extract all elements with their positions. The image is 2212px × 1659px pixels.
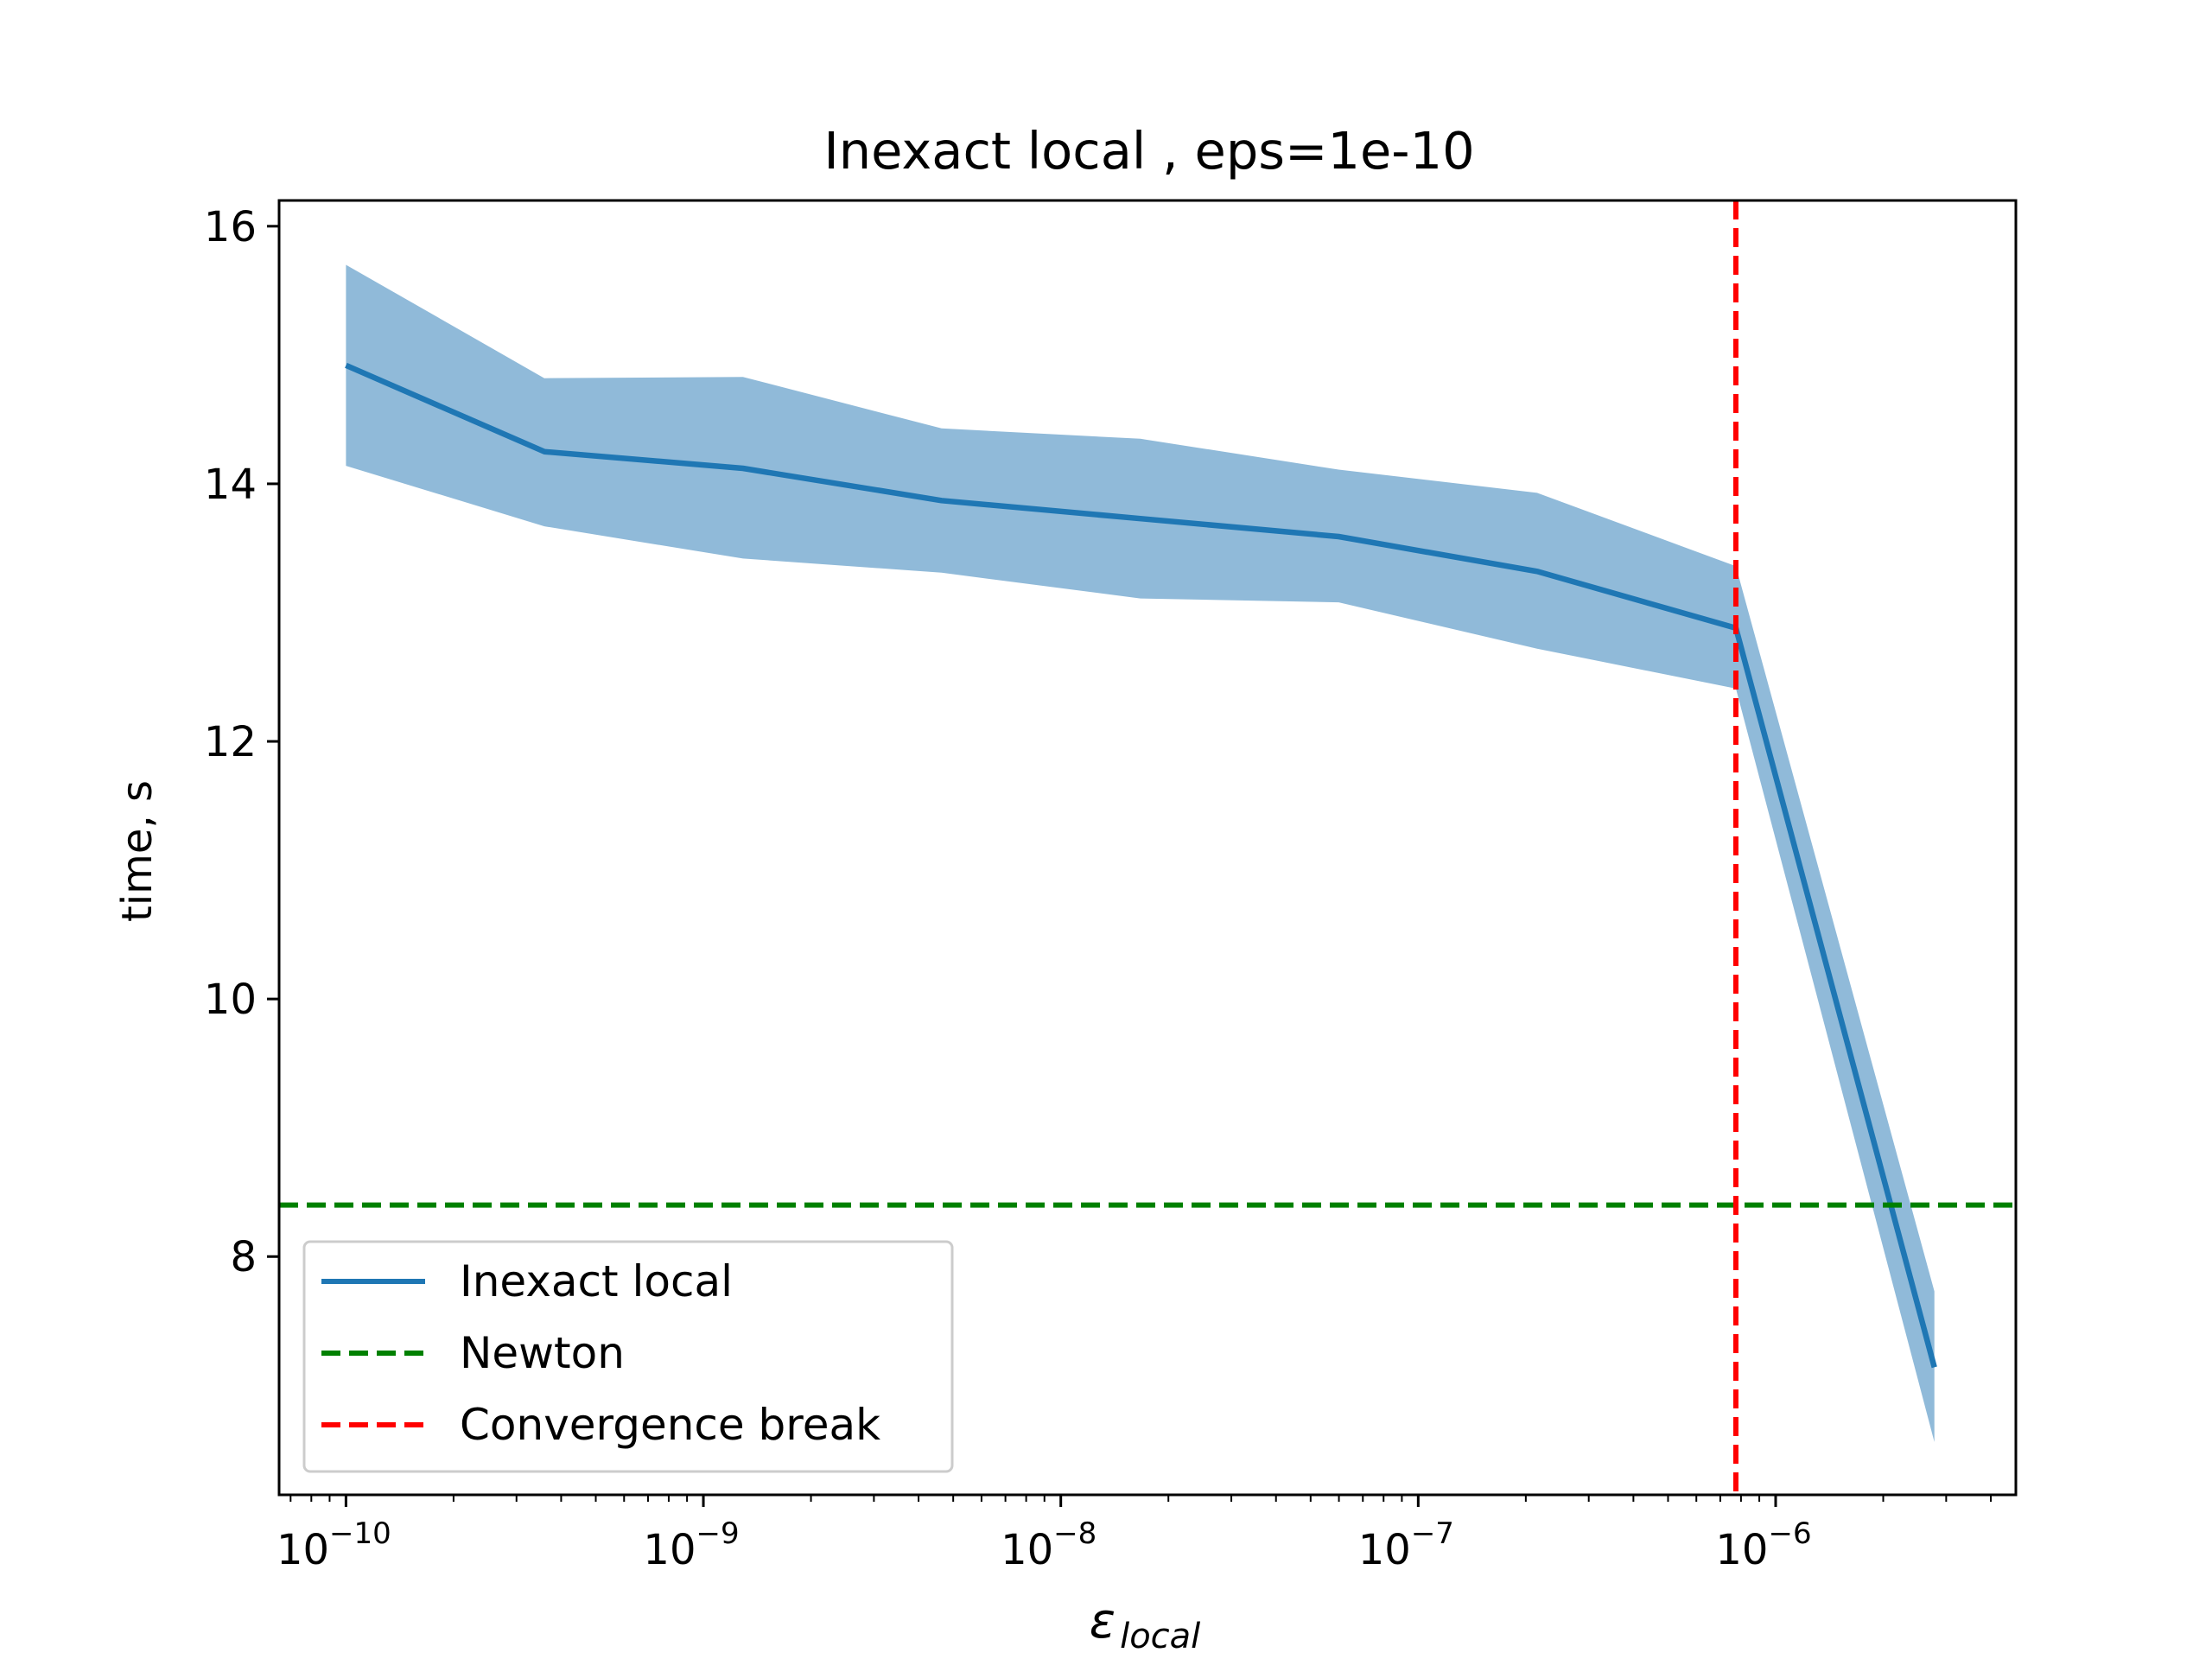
x-tick-label-exp: −7 [1411, 1516, 1454, 1551]
legend-label-0: Inexact local [460, 1256, 733, 1306]
series-band-0 [346, 264, 1935, 1442]
x-tick-label-base: 10 [643, 1526, 696, 1574]
y-tick-label-2: 12 [204, 718, 257, 766]
chart-title: Inexact local , eps=1e-10 [823, 121, 1474, 181]
y-tick-label-1: 10 [204, 976, 257, 1024]
legend-label-1: Newton [460, 1328, 625, 1378]
series-line-0 [345, 362, 1937, 1369]
x-tick-label-exp: −10 [329, 1516, 391, 1551]
x-tick-label-0: 10−10 [276, 1516, 391, 1574]
legend: Inexact local Newton Convergence break [302, 1240, 954, 1473]
x-tick-label-base: 10 [1715, 1526, 1768, 1574]
x-tick-label-exp: −9 [696, 1516, 740, 1551]
x-axis-label-symbol: ε [1090, 1593, 1116, 1649]
x-tick-label-2: 10−8 [1001, 1516, 1096, 1574]
y-tick-label-3: 14 [204, 461, 257, 509]
plot-frame [277, 199, 2018, 1497]
x-tick-label-3: 10−7 [1358, 1516, 1454, 1574]
x-axis-label-subscript: local [1120, 1617, 1200, 1656]
x-axis: 10−10 10−9 10−8 10−7 10−6 [276, 1495, 1993, 1574]
x-tick-label-exp: −6 [1768, 1516, 1811, 1551]
x-tick-label-base: 10 [1001, 1526, 1053, 1574]
x-axis-label: ε local [1090, 1593, 1201, 1656]
x-tick-label-base: 10 [276, 1526, 329, 1574]
legend-label-2: Convergence break [460, 1400, 880, 1450]
plot-area [277, 199, 2018, 1497]
legend-box [302, 1240, 954, 1473]
y-axis: 8 10 12 14 16 [204, 203, 279, 1281]
x-tick-label-exp: −8 [1053, 1516, 1096, 1551]
y-tick-label-0: 8 [230, 1233, 257, 1281]
y-tick-label-4: 16 [204, 203, 257, 251]
x-tick-label-base: 10 [1358, 1526, 1411, 1574]
x-tick-label-4: 10−6 [1715, 1516, 1811, 1574]
y-axis-label: time, s [113, 780, 162, 922]
x-tick-label-1: 10−9 [643, 1516, 739, 1574]
